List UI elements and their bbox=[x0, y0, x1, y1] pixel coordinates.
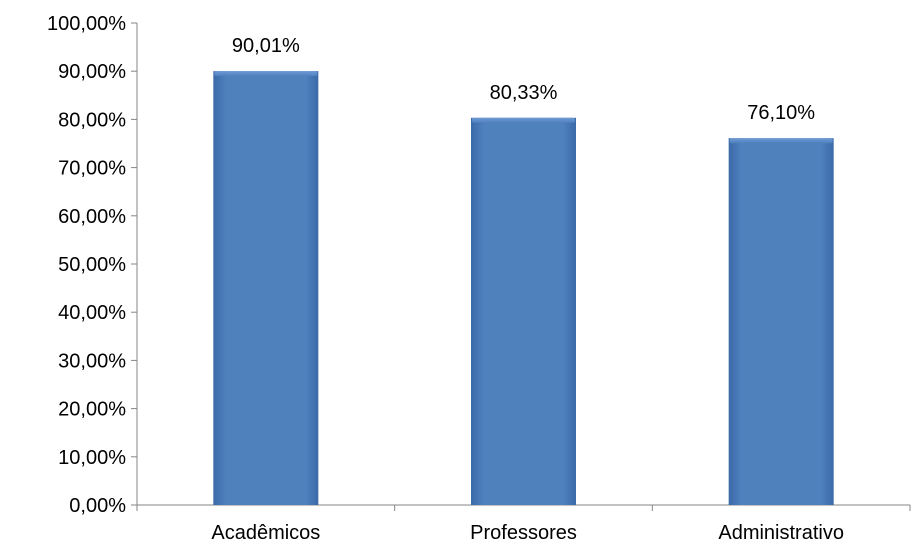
data-label: 80,33% bbox=[490, 82, 558, 104]
bar bbox=[213, 71, 319, 506]
y-tick-label: 20,00% bbox=[58, 399, 126, 421]
y-tick-label: 90,00% bbox=[58, 61, 126, 83]
category-label: Administrativo bbox=[718, 522, 844, 544]
y-tick-label: 80,00% bbox=[58, 109, 126, 131]
bar-cap bbox=[214, 71, 318, 77]
category-label: Professores bbox=[470, 522, 577, 544]
bar-body bbox=[213, 71, 319, 506]
y-tick-label: 70,00% bbox=[58, 158, 126, 180]
bar-body bbox=[728, 138, 834, 505]
y-tick-label: 30,00% bbox=[58, 350, 126, 372]
bar bbox=[471, 117, 576, 506]
y-tick-label: 60,00% bbox=[58, 206, 126, 228]
y-tick-label: 0,00% bbox=[69, 495, 126, 517]
data-label: 90,01% bbox=[232, 35, 300, 57]
y-tick-label: 50,00% bbox=[58, 254, 126, 276]
bars bbox=[213, 71, 834, 506]
bar-cap bbox=[729, 138, 833, 144]
bar bbox=[728, 138, 834, 505]
y-tick-label: 10,00% bbox=[58, 447, 126, 469]
labels: 0,00% 10,00% 20,00% 30,00% 40,00% 50,00% 60,00… bbox=[47, 13, 844, 544]
bar-body bbox=[471, 117, 576, 506]
y-tick-label: 100,00% bbox=[47, 13, 126, 35]
bar-cap bbox=[472, 117, 575, 123]
category-label: Acadêmicos bbox=[211, 522, 320, 544]
y-tick-label: 40,00% bbox=[58, 302, 126, 324]
data-label: 76,10% bbox=[747, 102, 815, 124]
